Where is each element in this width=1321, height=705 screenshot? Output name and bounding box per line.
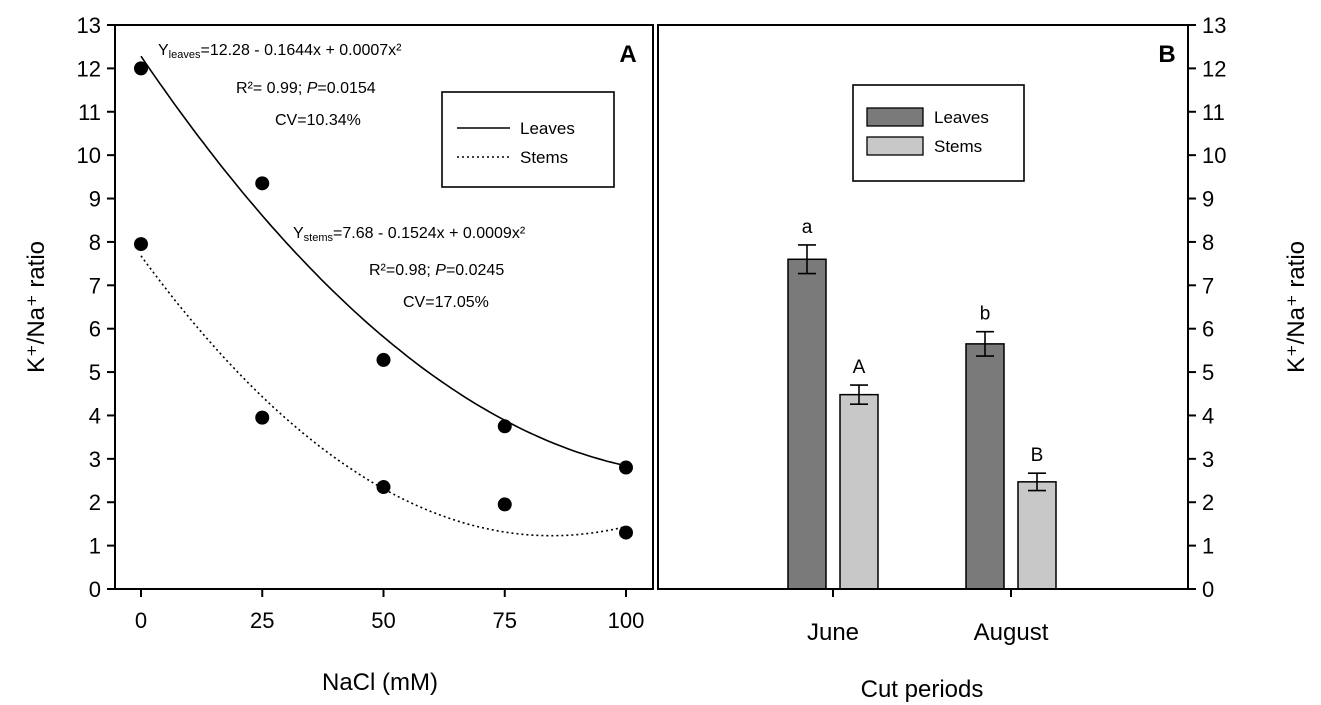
y-tick-label-b: 2 bbox=[1202, 490, 1214, 515]
x-axis-title-a: NaCl (mM) bbox=[322, 669, 438, 696]
data-point-stems bbox=[255, 410, 270, 425]
equation-stats-leaves: R²= 0.99; P=0.0154 bbox=[236, 80, 376, 97]
significance-letter: B bbox=[1031, 445, 1044, 466]
legend-swatch-leaves-b bbox=[866, 107, 924, 127]
chart-data-layer bbox=[134, 55, 1057, 590]
y-tick-label-b: 13 bbox=[1202, 13, 1226, 38]
plot-frame-b bbox=[657, 24, 1189, 590]
y-tick-label-a: 10 bbox=[77, 143, 101, 168]
y-tick-label-a: 3 bbox=[89, 447, 101, 472]
y-tick-label-a: 4 bbox=[89, 403, 101, 428]
y-tick-label-a: 0 bbox=[89, 577, 101, 602]
equation-stats-stems: R²=0.98; P=0.0245 bbox=[369, 262, 504, 279]
category-label-august: August bbox=[974, 619, 1049, 646]
x-tick-label-a: 75 bbox=[493, 608, 517, 633]
y-tick-label-b: 4 bbox=[1202, 403, 1214, 428]
equation-cv-stems: CV=17.05% bbox=[403, 294, 489, 311]
data-point-stems bbox=[497, 497, 512, 512]
significance-letter: a bbox=[802, 217, 813, 238]
legend-swatch-stems-b bbox=[866, 136, 924, 156]
bar-stems bbox=[839, 393, 879, 590]
y-tick-label-b: 12 bbox=[1202, 56, 1226, 81]
y-tick-label-b: 8 bbox=[1202, 230, 1214, 255]
equation-cv-leaves: CV=10.34% bbox=[275, 112, 361, 129]
x-tick-label-a: 25 bbox=[250, 608, 274, 633]
data-point-leaves bbox=[134, 61, 148, 76]
y-tick-label-b: 6 bbox=[1202, 317, 1214, 342]
legend-a bbox=[441, 91, 615, 188]
y-tick-label-b: 11 bbox=[1202, 100, 1225, 125]
legend-label-stems-b: Stems bbox=[934, 137, 982, 156]
bar-stems bbox=[1017, 481, 1057, 590]
category-label-june: June bbox=[807, 619, 859, 646]
data-point-stems bbox=[376, 480, 391, 495]
bar-leaves bbox=[965, 343, 1005, 590]
y-tick-label-a: 8 bbox=[89, 230, 101, 255]
y-tick-label-a: 13 bbox=[77, 13, 101, 38]
y-tick-label-a: 1 bbox=[89, 534, 101, 559]
y-tick-label-b: 7 bbox=[1202, 273, 1214, 298]
y-tick-label-a: 7 bbox=[89, 273, 101, 298]
y-tick-label-b: 3 bbox=[1202, 447, 1214, 472]
legend-label-leaves-b: Leaves bbox=[934, 108, 989, 127]
y-tick-label-b: 9 bbox=[1202, 187, 1214, 212]
legend-label-leaves-a: Leaves bbox=[520, 119, 575, 138]
panel-label-b: B bbox=[1158, 41, 1175, 68]
equation-leaves: Yleaves=12.28 - 0.1644x + 0.0007x² bbox=[158, 42, 402, 61]
data-point-stems bbox=[619, 525, 633, 540]
data-point-leaves bbox=[376, 352, 391, 367]
data-point-leaves bbox=[255, 176, 270, 191]
significance-letter: A bbox=[853, 357, 866, 378]
y-tick-label-a: 9 bbox=[89, 187, 101, 212]
x-tick-label-a: 0 bbox=[135, 608, 147, 633]
y-tick-label-b: 5 bbox=[1202, 360, 1214, 385]
significance-letter: b bbox=[980, 304, 991, 325]
x-tick-label-a: 100 bbox=[608, 608, 645, 633]
y-tick-label-b: 1 bbox=[1202, 534, 1214, 559]
bar-leaves bbox=[787, 258, 827, 590]
equation-stems: Ystems=7.68 - 0.1524x + 0.0009x² bbox=[293, 225, 526, 244]
fit-curve-leaves bbox=[140, 55, 627, 467]
y-tick-label-a: 2 bbox=[89, 490, 101, 515]
y-axis-title-a: K⁺/Na⁺ ratio bbox=[23, 241, 50, 373]
x-tick-label-a: 50 bbox=[371, 608, 395, 633]
data-point-stems bbox=[134, 237, 148, 252]
y-tick-label-b: 10 bbox=[1202, 143, 1226, 168]
legend-label-stems-a: Stems bbox=[520, 148, 568, 167]
y-tick-label-a: 5 bbox=[89, 360, 101, 385]
y-axis-title-b: K⁺/Na⁺ ratio bbox=[1283, 241, 1310, 373]
y-tick-label-a: 6 bbox=[89, 317, 101, 342]
panel-label-a: A bbox=[619, 41, 636, 68]
legend-b bbox=[852, 84, 1025, 182]
chart-frame bbox=[107, 24, 1196, 597]
data-point-leaves bbox=[497, 419, 512, 434]
data-point-leaves bbox=[619, 460, 633, 475]
x-axis-title-b: Cut periods bbox=[861, 676, 984, 703]
y-tick-label-a: 11 bbox=[78, 100, 101, 125]
y-tick-label-a: 12 bbox=[77, 56, 101, 81]
y-tick-label-b: 0 bbox=[1202, 577, 1214, 602]
